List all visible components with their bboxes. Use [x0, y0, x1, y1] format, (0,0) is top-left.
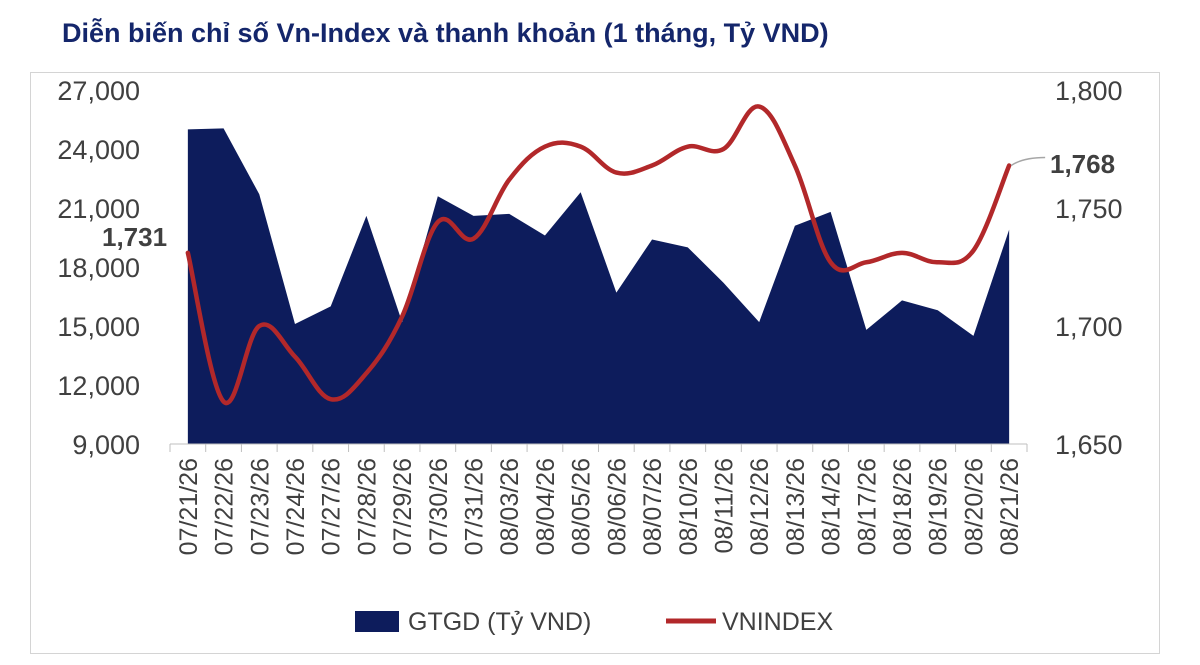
y-right-tick-label: 1,700 — [1055, 312, 1123, 342]
x-tick-label: 07/31/26 — [461, 458, 489, 555]
x-tick-label: 08/03/26 — [496, 458, 524, 555]
vnindex-line — [185, 104, 1012, 406]
gtgd-area — [187, 128, 1010, 444]
y-left-tick-label: 24,000 — [57, 135, 140, 165]
x-tick-label: 08/19/26 — [925, 458, 953, 555]
x-tick-label: 08/17/26 — [853, 458, 881, 555]
x-tick-label: 07/28/26 — [353, 458, 381, 555]
first-value-label: 1,731 — [102, 222, 167, 252]
x-tick-label: 07/29/26 — [389, 458, 417, 555]
x-tick-label: 08/06/26 — [603, 458, 631, 555]
y-right-tick-label: 1,650 — [1055, 430, 1123, 460]
y-left-tick-label: 9,000 — [72, 430, 140, 460]
x-tick-label: 07/23/26 — [246, 458, 274, 555]
y-left-tick-label: 15,000 — [57, 312, 140, 342]
x-tick-label: 07/30/26 — [425, 458, 453, 555]
y-left-tick-label: 18,000 — [57, 253, 140, 283]
y-left-tick-label: 12,000 — [57, 371, 140, 401]
x-tick-label: 08/11/26 — [710, 458, 738, 553]
x-tick-label: 08/07/26 — [639, 458, 667, 555]
x-tick-label: 07/21/26 — [175, 458, 203, 555]
x-tick-label: 07/24/26 — [282, 458, 310, 555]
chart-title: Diễn biến chỉ số Vn-Index và thanh khoản… — [62, 18, 829, 48]
x-tick-label: 07/27/26 — [318, 458, 346, 555]
legend-swatch-gtgd — [355, 611, 399, 632]
y-right-tick-label: 1,750 — [1055, 194, 1123, 224]
x-tick-label: 08/20/26 — [960, 458, 988, 555]
x-tick-label: 08/18/26 — [889, 458, 917, 555]
x-tick-label: 08/05/26 — [568, 458, 596, 555]
x-tick-label: 08/21/26 — [996, 458, 1024, 555]
last-value-label: 1,768 — [1050, 149, 1115, 179]
last-value-leader — [1010, 156, 1046, 167]
x-tick-label: 08/10/26 — [675, 458, 703, 555]
legend-label-vnindex: VNINDEX — [722, 608, 833, 636]
x-tick-label: 07/22/26 — [211, 458, 239, 555]
y-left-tick-label: 21,000 — [57, 194, 140, 224]
x-tick-label: 08/14/26 — [818, 458, 846, 555]
x-tick-label: 08/13/26 — [782, 458, 810, 555]
x-tick-label: 08/12/26 — [746, 458, 774, 555]
y-right-tick-label: 1,800 — [1055, 76, 1123, 106]
legend-label-gtgd: GTGD (Tỷ VND) — [408, 608, 591, 636]
x-tick-label: 08/04/26 — [532, 458, 560, 555]
chart-frame — [30, 72, 1160, 654]
y-left-tick-label: 27,000 — [57, 76, 140, 106]
